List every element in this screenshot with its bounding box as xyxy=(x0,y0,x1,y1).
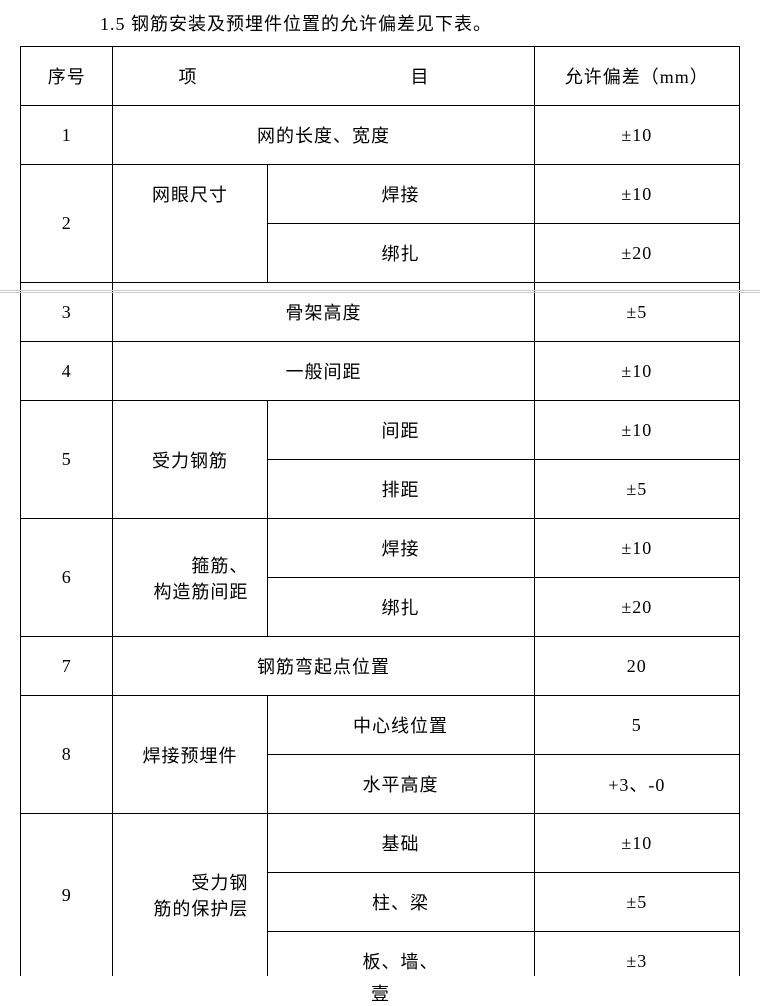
table-row: 5 受力钢筋 间距 ±10 xyxy=(21,401,740,460)
cell-item-a: 焊接预埋件 xyxy=(113,696,267,814)
tolerance-table: 序号 项 目 允许偏差（mm） 1 网的长度、宽度 ±10 2 网眼尺寸 焊接 … xyxy=(20,46,740,976)
cell-seq: 6 xyxy=(21,519,113,637)
cell-tolerance: 20 xyxy=(534,637,739,696)
cell-tolerance: ±10 xyxy=(534,106,739,165)
table-row: 8 焊接预埋件 中心线位置 5 xyxy=(21,696,740,755)
cell-tolerance: ±10 xyxy=(534,165,739,224)
cell-seq: 8 xyxy=(21,696,113,814)
cell-seq: 3 xyxy=(21,283,113,342)
cell-item-b: 柱、梁 xyxy=(267,873,534,932)
cell-item-b: 基础 xyxy=(267,814,534,873)
cell-item-a: 受力钢筋 xyxy=(113,401,267,519)
document-page: 1.5 钢筋安装及预埋件位置的允许偏差见下表。 序号 项 目 允许偏差（mm） … xyxy=(0,0,760,1006)
cell-tolerance: ±10 xyxy=(534,401,739,460)
table-row: 7 钢筋弯起点位置 20 xyxy=(21,637,740,696)
cell-seq: 7 xyxy=(21,637,113,696)
cell-tolerance: ±10 xyxy=(534,519,739,578)
cell-tolerance: +3、-0 xyxy=(534,755,739,814)
cell-seq: 5 xyxy=(21,401,113,519)
header-seq: 序号 xyxy=(21,47,113,106)
cell-item-b: 焊接 xyxy=(267,519,534,578)
cell-item: 骨架高度 xyxy=(113,283,534,342)
table-row: 4 一般间距 ±10 xyxy=(21,342,740,401)
cell-tolerance: ±20 xyxy=(534,578,739,637)
cell-item-a: 箍筋、构造筋间距 xyxy=(113,519,267,637)
table-row: 1 网的长度、宽度 ±10 xyxy=(21,106,740,165)
table-row: 6 箍筋、构造筋间距 焊接 ±10 xyxy=(21,519,740,578)
table-row: 9 受力钢筋的保护层 基础 ±10 xyxy=(21,814,740,873)
table-caption: 1.5 钢筋安装及预埋件位置的允许偏差见下表。 xyxy=(100,10,740,36)
cell-item-b: 间距 xyxy=(267,401,534,460)
cell-tolerance: 5 xyxy=(534,696,739,755)
cell-tolerance: ±5 xyxy=(534,460,739,519)
table-row: 2 网眼尺寸 焊接 ±10 xyxy=(21,165,740,224)
cell-seq: 1 xyxy=(21,106,113,165)
cell-tolerance: ±20 xyxy=(534,224,739,283)
cell-item-b: 焊接 xyxy=(267,165,534,224)
cell-item: 网的长度、宽度 xyxy=(113,106,534,165)
cell-tolerance: ±5 xyxy=(534,873,739,932)
table-row: 3 骨架高度 ±5 xyxy=(21,283,740,342)
cell-item-b: 中心线位置 xyxy=(267,696,534,755)
cell-tolerance: ±5 xyxy=(534,283,739,342)
cell-tolerance: ±10 xyxy=(534,342,739,401)
cell-item-a: 受力钢筋的保护层 xyxy=(113,814,267,977)
cell-seq: 2 xyxy=(21,165,113,283)
cell-item: 一般间距 xyxy=(113,342,534,401)
header-tolerance: 允许偏差（mm） xyxy=(534,47,739,106)
table-header-row: 序号 项 目 允许偏差（mm） xyxy=(21,47,740,106)
cell-seq: 4 xyxy=(21,342,113,401)
cell-item-b: 排距 xyxy=(267,460,534,519)
cell-item-b: 绑扎 xyxy=(267,578,534,637)
cell-tolerance: ±3 xyxy=(534,932,739,977)
cell-item-b: 水平高度 xyxy=(267,755,534,814)
cell-item-a: 网眼尺寸 xyxy=(113,165,267,283)
cell-item-b: 绑扎 xyxy=(267,224,534,283)
page-footer-char: 壹 xyxy=(20,980,740,1006)
cell-item: 钢筋弯起点位置 xyxy=(113,637,534,696)
cell-tolerance: ±10 xyxy=(534,814,739,873)
header-item: 项 目 xyxy=(113,47,534,106)
cell-seq: 9 xyxy=(21,814,113,977)
cell-item-b: 板、墙、 xyxy=(267,932,534,977)
